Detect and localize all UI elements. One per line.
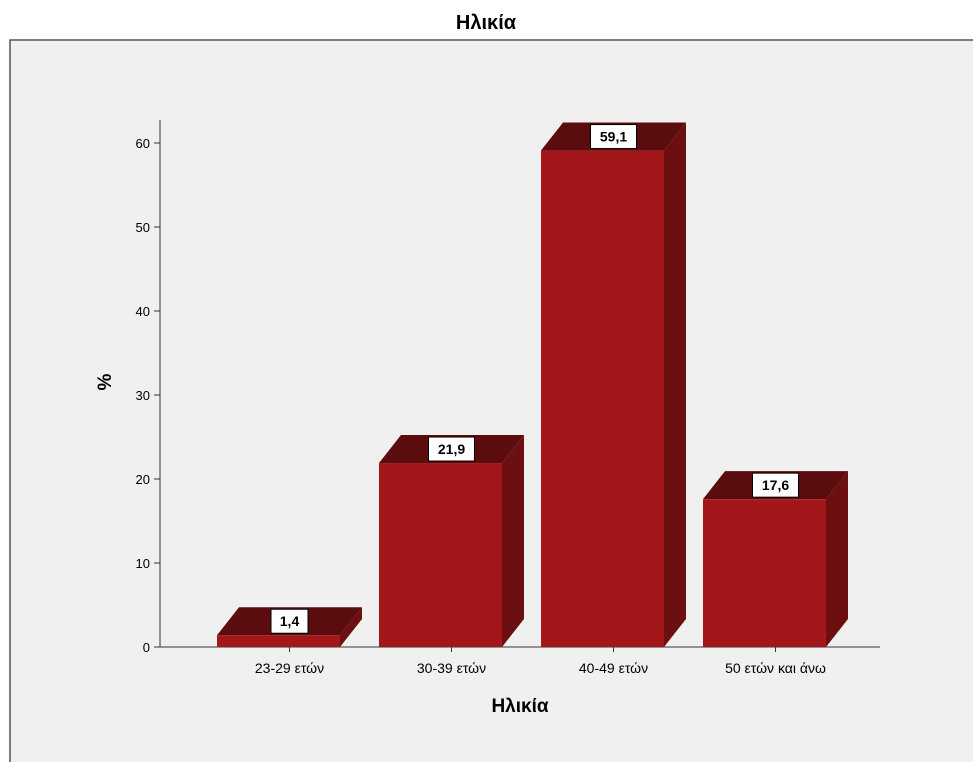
bar: 59,1 [541, 122, 686, 647]
bar: 21,9 [379, 435, 524, 647]
y-tick-label: 30 [136, 388, 150, 403]
data-label: 59,1 [600, 129, 627, 145]
data-label: 17,6 [762, 477, 789, 493]
bar-front-face [541, 150, 664, 647]
plot-frame [9, 39, 973, 762]
bar: 1,4 [217, 607, 362, 647]
data-label: 1,4 [280, 613, 300, 629]
data-label-box [752, 472, 799, 498]
x-axis-title: Ηλικία [491, 696, 548, 717]
bar-side-face [340, 607, 362, 647]
y-tick-label: 50 [136, 220, 150, 235]
bars-group: 1,4 21,9 59,1 17,6 [217, 122, 848, 647]
bar-front-face [217, 635, 340, 647]
y-tick-label: 60 [136, 136, 150, 151]
bar-front-face [379, 463, 502, 647]
y-axis-title: % [95, 373, 116, 390]
x-tick-label: 23-29 ετών [255, 660, 324, 676]
x-tick-label: 50 ετών και άνω [725, 660, 826, 676]
x-tick-label: 30-39 ετών [417, 660, 486, 676]
bar-front-face [703, 499, 826, 647]
y-tick-label: 20 [136, 472, 150, 487]
bar-side-face [664, 122, 686, 647]
bar-side-face [826, 471, 848, 647]
y-axis-ticks: 0 10 20 30 40 50 60 [136, 136, 160, 655]
data-label-box [428, 436, 475, 462]
y-tick-label: 10 [136, 556, 150, 571]
x-tick-label: 40-49 ετών [579, 660, 648, 676]
data-label: 21,9 [438, 441, 465, 457]
data-label-box [590, 124, 637, 150]
chart-title: Ηλικία [456, 12, 517, 34]
y-tick-label: 40 [136, 304, 150, 319]
bar: 17,6 [703, 471, 848, 647]
y-tick-label: 0 [143, 640, 150, 655]
bar-side-face [502, 435, 524, 647]
x-axis-tick-labels: 23-29 ετών 30-39 ετών 40-49 ετών 50 ετών κα… [255, 647, 826, 676]
data-label-box [270, 608, 309, 634]
